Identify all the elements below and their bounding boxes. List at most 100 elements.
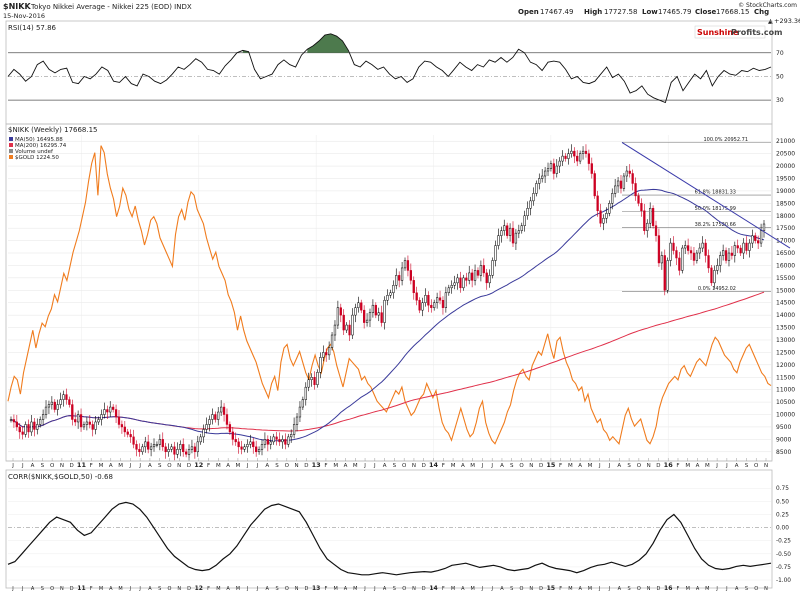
candle-body (304, 386, 307, 400)
rsi-line (7, 33, 772, 104)
rsi-panel-frame (5, 20, 773, 125)
candle-body (97, 419, 100, 423)
candle-body (450, 285, 453, 289)
watermark-logo: Sunshine Profits.com (694, 25, 782, 39)
moving-averages (10, 188, 765, 442)
candle-body (155, 444, 159, 446)
candle-body (567, 153, 570, 159)
candle-body (622, 175, 626, 189)
candle-body (704, 242, 707, 256)
candle-body (535, 183, 538, 194)
month-label: N (764, 463, 768, 469)
month-label-bottom: J (256, 586, 258, 591)
candle-body (520, 225, 523, 231)
candle-body (541, 175, 544, 179)
candle-body (18, 426, 21, 433)
month-label-bottom: J (11, 586, 13, 591)
month-label-bottom: D (70, 586, 74, 591)
month-label: N (647, 463, 651, 469)
legend-entry: Volume undef (15, 149, 54, 155)
month-label: M (470, 463, 475, 469)
trend-lines (621, 142, 791, 249)
month-label-bottom: S (627, 586, 630, 591)
candle-body (637, 195, 640, 204)
open-label: Open (518, 8, 539, 16)
candle-body (602, 217, 605, 224)
corr-line (7, 501, 772, 576)
candle-body (488, 275, 491, 284)
month-label: J (11, 463, 14, 469)
candle-body (182, 444, 185, 453)
candle-body (120, 424, 124, 428)
legend-entry: MA(50) 16495.88 (15, 137, 63, 143)
candle-body (745, 242, 748, 251)
price-tick-label: 17500 (776, 225, 795, 232)
year-label: 14 (429, 461, 439, 469)
candle-body (453, 282, 456, 286)
price-tick-label: 17000 (776, 238, 795, 245)
candle-body (141, 446, 144, 453)
month-label: S (745, 463, 749, 469)
candle-body (415, 292, 418, 301)
price-tick-label: 13500 (776, 325, 795, 332)
candle-body (39, 419, 42, 425)
candle-body (526, 208, 529, 217)
candle-body (322, 352, 325, 358)
candle-body (748, 242, 751, 251)
month-axis: J J A S O N D 11 F M A M J J A S O N D 12 F M A M J J A S O N D 13 F M A M J… (6, 458, 772, 591)
month-label-bottom: D (304, 586, 308, 591)
corr-plot (7, 501, 772, 576)
month-label: F (324, 463, 327, 469)
candle-body (564, 155, 567, 159)
candle-body (736, 245, 739, 249)
price-tick-label: 8500 (776, 449, 791, 456)
month-label-bottom: N (177, 586, 181, 591)
candle-body (479, 265, 483, 276)
month-label: M (236, 463, 241, 469)
candle-body (459, 277, 462, 289)
candle-body (147, 441, 150, 450)
fib-level-label: 100.0% 20952.71 (703, 137, 748, 143)
month-label-bottom: D (422, 586, 426, 591)
month-label: M (118, 463, 123, 469)
candle-body (587, 153, 591, 164)
low-label: Low (642, 8, 658, 16)
month-label-bottom: M (216, 586, 220, 591)
candle-body (733, 245, 736, 256)
candle-body (357, 302, 360, 308)
month-label-bottom: A (618, 586, 622, 591)
candle-body (249, 441, 252, 445)
month-label-bottom: M (686, 586, 690, 591)
year-label: 16 (664, 461, 674, 469)
candle-body (100, 414, 103, 420)
price-tick-label: 9500 (776, 424, 791, 431)
candle-body (149, 446, 153, 450)
month-label-bottom: M (451, 586, 455, 591)
month-label: J (490, 463, 493, 469)
price-title: $NIKK (Weekly) 17668.15 (8, 126, 98, 134)
candle-body (9, 419, 13, 421)
month-label: F (90, 463, 93, 469)
month-label-bottom: D (656, 586, 660, 591)
candle-body (400, 267, 404, 281)
month-label-bottom: F (90, 586, 93, 591)
legend-swatch (9, 137, 13, 141)
watermark-part-b: Profits.com (731, 28, 782, 37)
month-label-bottom: A (148, 586, 152, 591)
month-label: O (637, 463, 642, 469)
candle-body (222, 406, 226, 415)
candle-body (727, 252, 731, 261)
candle-body (319, 357, 322, 373)
month-label: J (715, 463, 718, 469)
candle-body (281, 439, 284, 443)
candle-body (272, 436, 275, 443)
credit-label: © StockCharts.com (738, 2, 797, 9)
gold-line (7, 145, 772, 445)
month-label: S (41, 463, 45, 469)
candle-body (576, 155, 579, 162)
year-label-bottom: 14 (429, 585, 437, 591)
ohlc-bar: Open 17467.49 High 17727.58 Low 17465.79… (518, 8, 769, 16)
candle-body (441, 299, 445, 308)
candle-body (225, 414, 229, 425)
